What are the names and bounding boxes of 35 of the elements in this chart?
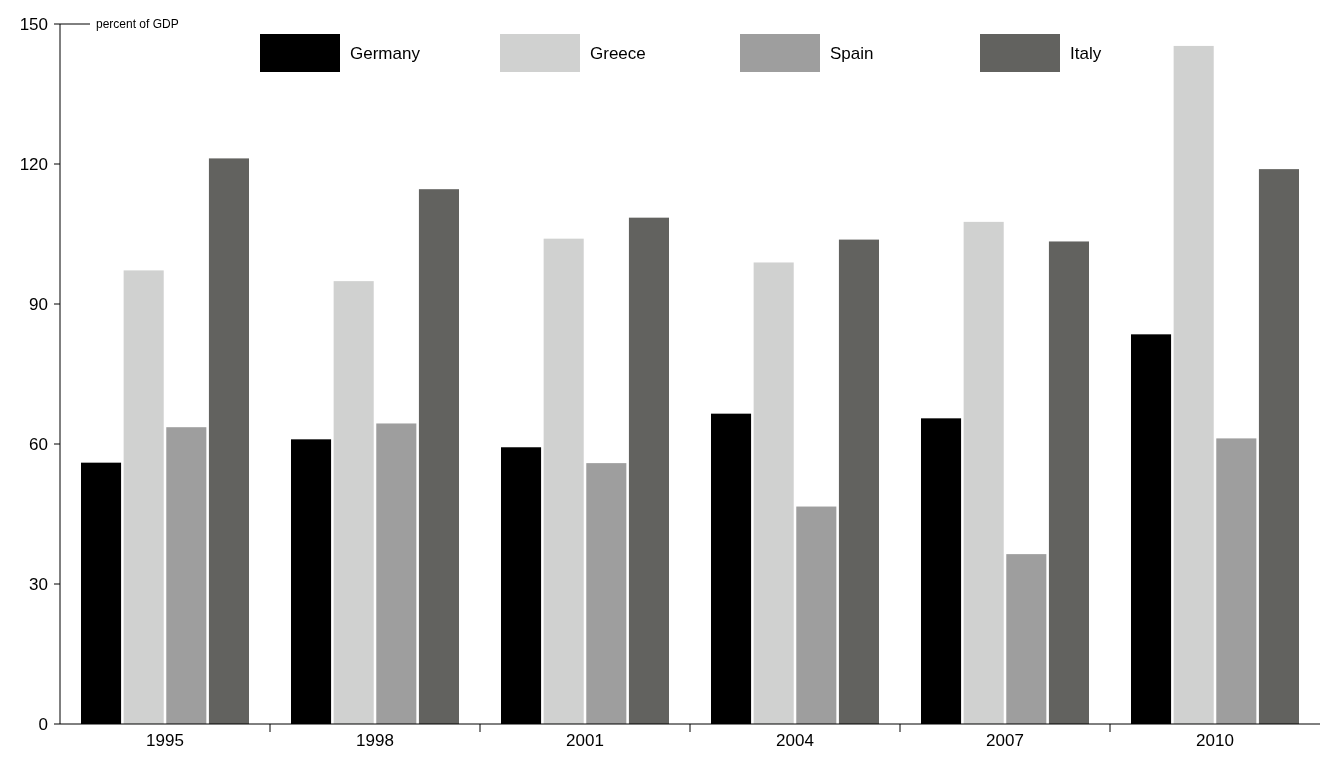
bar bbox=[628, 217, 669, 724]
legend-label: Italy bbox=[1070, 43, 1102, 63]
bar bbox=[1006, 554, 1047, 724]
y-tick-label: 60 bbox=[29, 434, 48, 454]
bar bbox=[123, 270, 164, 724]
bar bbox=[838, 239, 879, 724]
y-tick-label: 0 bbox=[38, 714, 48, 734]
bar bbox=[543, 238, 584, 724]
bar bbox=[376, 423, 417, 724]
legend-label: Spain bbox=[830, 43, 874, 63]
bar bbox=[1258, 169, 1299, 724]
y-tick-label: 150 bbox=[19, 14, 48, 34]
bar bbox=[1173, 45, 1214, 724]
bar bbox=[753, 262, 794, 724]
bar bbox=[963, 221, 1004, 724]
bar bbox=[418, 189, 459, 724]
x-tick-label: 2010 bbox=[1196, 731, 1234, 750]
bar bbox=[166, 427, 207, 724]
legend-label: Greece bbox=[590, 43, 646, 63]
bar bbox=[796, 506, 837, 724]
x-tick-label: 1995 bbox=[146, 731, 184, 750]
y-tick-label: 120 bbox=[19, 154, 48, 174]
bar bbox=[208, 158, 249, 724]
x-tick-label: 1998 bbox=[356, 731, 394, 750]
bar bbox=[333, 281, 374, 724]
x-tick-label: 2007 bbox=[986, 731, 1024, 750]
bar bbox=[586, 463, 627, 724]
x-tick-label: 2004 bbox=[776, 731, 814, 750]
x-tick-label: 2001 bbox=[566, 731, 604, 750]
bar bbox=[1216, 438, 1257, 724]
y-tick-label: 30 bbox=[29, 574, 48, 594]
y-axis-title: percent of GDP bbox=[96, 17, 179, 32]
y-tick-label: 90 bbox=[29, 294, 48, 314]
legend-label: Germany bbox=[350, 43, 421, 63]
bar bbox=[1048, 241, 1089, 724]
